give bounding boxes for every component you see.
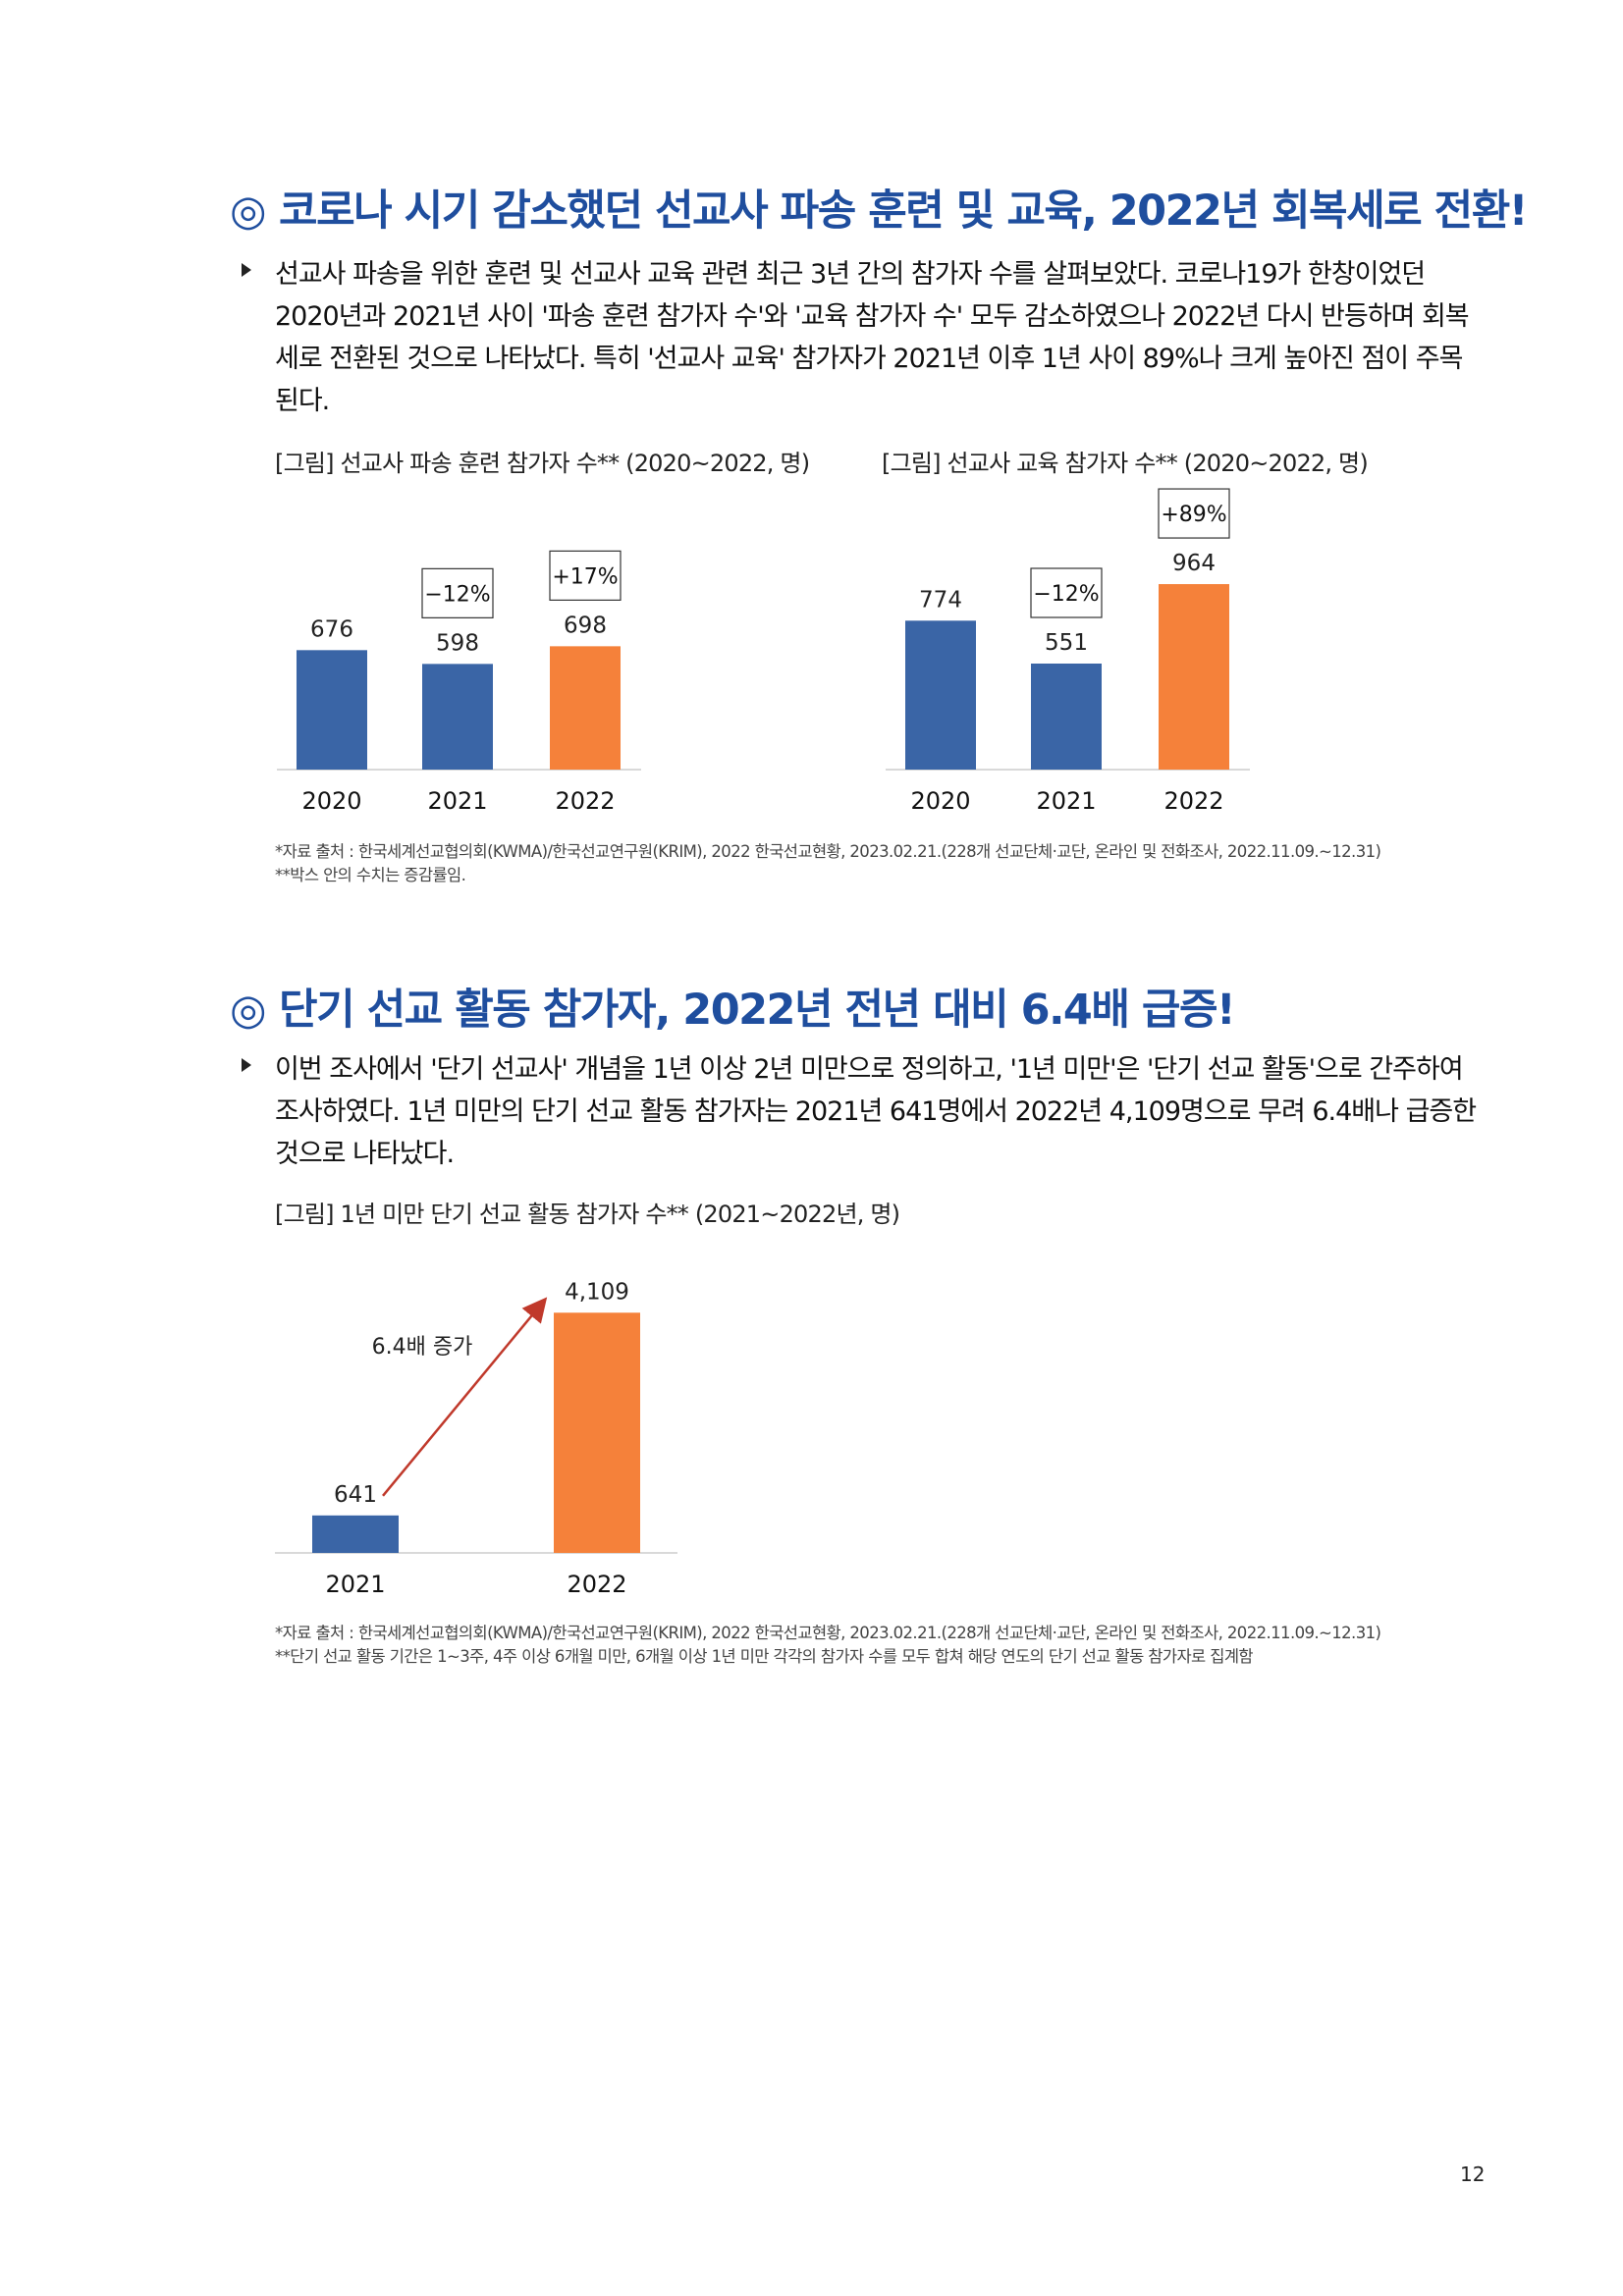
change-rate-box	[421, 567, 494, 618]
x-tick-label: 2020	[910, 787, 970, 815]
bar	[554, 1312, 640, 1553]
x-tick-label: 2022	[1163, 787, 1223, 815]
change-rate-box	[549, 550, 622, 601]
bar	[297, 650, 367, 770]
section2-source: *자료 출처 : 한국세계선교협의회(KWMA)/한국선교연구원(KRIM), …	[275, 1622, 1381, 1669]
chart-training: 676 2020 598 2021 −12% 698 2022 +17%	[277, 550, 641, 815]
x-tick-label: 2022	[567, 1571, 626, 1598]
section1-bullet: 선교사 파송을 위한 훈련 및 선교사 교육 관련 최근 3년 간의 참가자 수…	[242, 253, 1479, 422]
change-rate-label: −12%	[424, 582, 490, 607]
source-note: **박스 안의 수치는 증감률임.	[275, 866, 466, 884]
chart2-caption: [그림] 선교사 교육 참가자 수** (2020~2022, 명)	[882, 450, 1369, 477]
data-label: 676	[310, 616, 353, 642]
section2-body-text: 이번 조사에서 '단기 선교사' 개념을 1년 이상 2년 미만으로 정의하고,…	[275, 1054, 1477, 1169]
x-tick-label: 2021	[1036, 787, 1096, 815]
double-circle-icon: ◎	[230, 187, 267, 236]
growth-arrow	[382, 1297, 548, 1497]
section2-bullet: 이번 조사에서 '단기 선교사' 개념을 1년 이상 2년 미만으로 정의하고,…	[242, 1048, 1479, 1175]
double-circle-icon: ◎	[230, 986, 267, 1035]
chart1-caption: [그림] 선교사 파송 훈련 참가자 수** (2020~2022, 명)	[275, 450, 810, 477]
data-label: 4,109	[565, 1279, 629, 1305]
change-rate-label: +17%	[552, 564, 618, 589]
x-tick-label: 2021	[325, 1571, 385, 1598]
bar	[1159, 584, 1229, 770]
bar	[550, 646, 621, 770]
change-rate-label: +89%	[1161, 503, 1226, 527]
section1-source: *자료 출처 : 한국세계선교협의회(KWMA)/한국선교연구원(KRIM), …	[275, 840, 1381, 887]
data-label: 598	[436, 630, 479, 656]
bar	[422, 664, 493, 770]
data-label: 774	[919, 587, 962, 613]
section1-title-text: 코로나 시기 감소했던 선교사 파송 훈련 및 교육, 2022년 회복세로 전…	[279, 187, 1528, 236]
section2-title: ◎ 단기 선교 활동 참가자, 2022년 전년 대비 6.4배 급증!	[230, 976, 1236, 1037]
source-line: *자료 출처 : 한국세계선교협의회(KWMA)/한국선교연구원(KRIM), …	[275, 1624, 1381, 1642]
section2-title-text: 단기 선교 활동 참가자, 2022년 전년 대비 6.4배 급증!	[279, 986, 1236, 1035]
data-label: 551	[1045, 630, 1088, 656]
page-number: 12	[1460, 2163, 1486, 2186]
growth-annotation: 6.4배 증가	[372, 1335, 473, 1360]
chart-education: 774 2020 551 2021 −12% 964 2022 +89%	[886, 488, 1250, 815]
bar	[1031, 664, 1102, 770]
data-label: 698	[564, 613, 607, 638]
data-label: 964	[1172, 551, 1216, 576]
bullet-arrow-icon	[242, 263, 251, 277]
section1-body-text: 선교사 파송을 위한 훈련 및 선교사 교육 관련 최근 3년 간의 참가자 수…	[275, 259, 1470, 416]
x-tick-label: 2020	[301, 787, 361, 815]
x-tick-label: 2021	[427, 787, 487, 815]
chart-short-term: 641 2021 4,109 2022 6.4배 증가	[275, 1279, 677, 1598]
source-note: **단기 선교 활동 기간은 1~3주, 4주 이상 6개월 미만, 6개월 이…	[275, 1647, 1254, 1666]
bar	[905, 620, 976, 770]
section1-title: ◎ 코로나 시기 감소했던 선교사 파송 훈련 및 교육, 2022년 회복세로 …	[230, 177, 1528, 238]
bar	[312, 1515, 399, 1553]
change-rate-box	[1158, 488, 1230, 539]
chart3-caption: [그림] 1년 미만 단기 선교 활동 참가자 수** (2021~2022년,…	[275, 1201, 900, 1228]
x-tick-label: 2022	[555, 787, 615, 815]
change-rate-box	[1030, 567, 1103, 618]
data-label: 641	[334, 1482, 377, 1508]
source-line: *자료 출처 : 한국세계선교협의회(KWMA)/한국선교연구원(KRIM), …	[275, 842, 1381, 861]
change-rate-label: −12%	[1033, 582, 1099, 607]
bullet-arrow-icon	[242, 1058, 251, 1072]
